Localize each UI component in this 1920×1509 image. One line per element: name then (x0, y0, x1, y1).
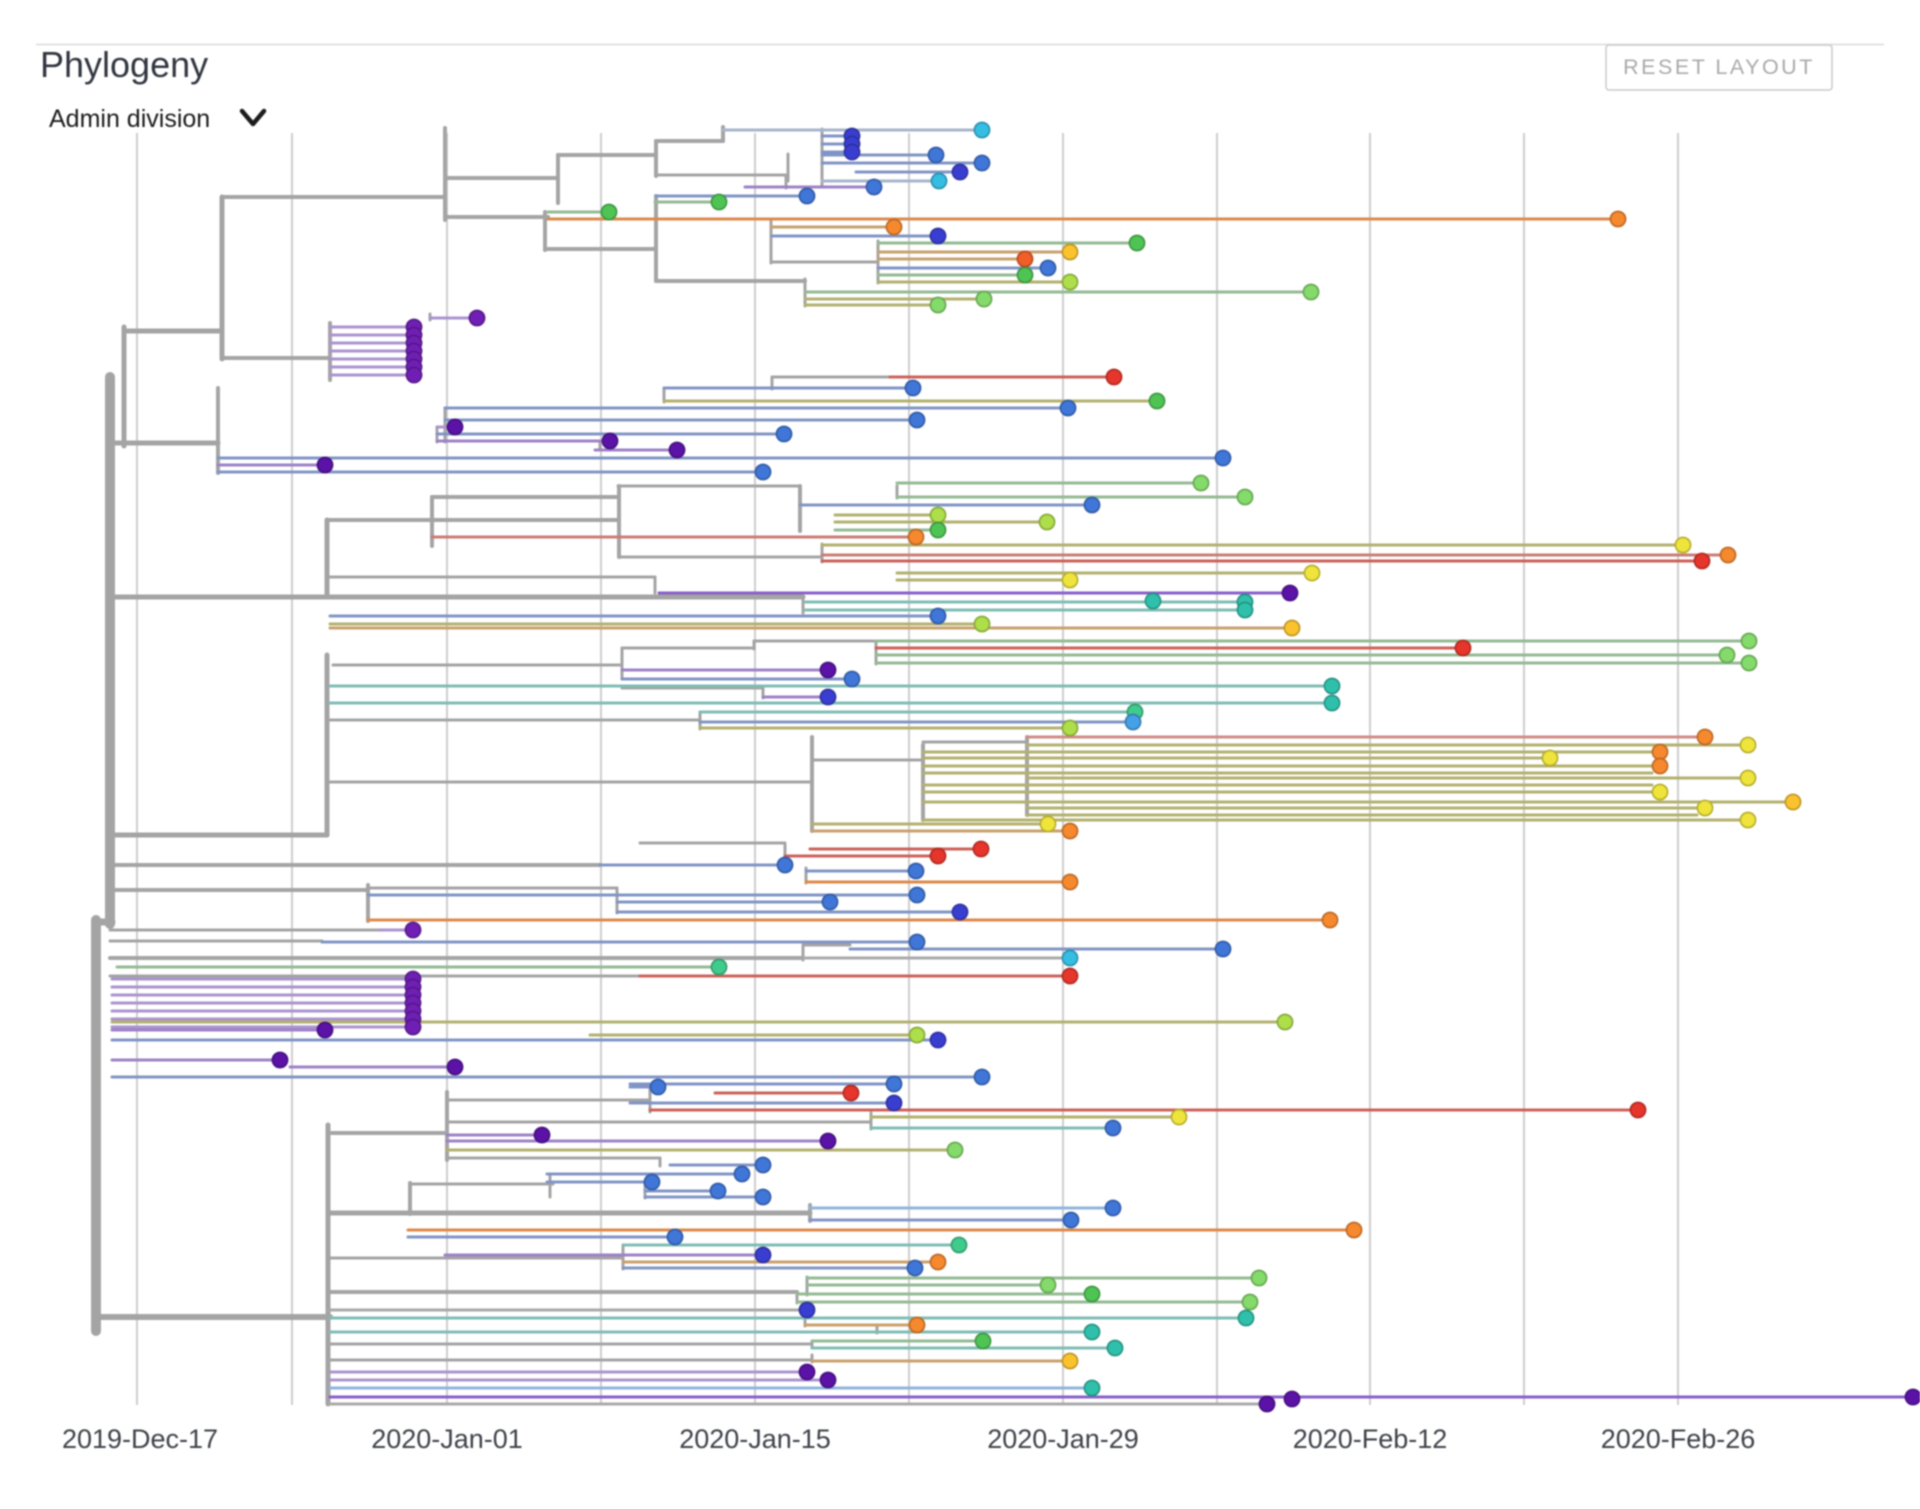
svg-text:Phylogeny: Phylogeny (40, 44, 208, 85)
svg-text:2020-Jan-15: 2020-Jan-15 (679, 1424, 831, 1454)
svg-text:2020-Feb-12: 2020-Feb-12 (1293, 1424, 1448, 1454)
svg-text:2020-Jan-01: 2020-Jan-01 (371, 1424, 523, 1454)
svg-text:2019-Dec-17: 2019-Dec-17 (62, 1424, 218, 1454)
svg-text:2020-Feb-26: 2020-Feb-26 (1601, 1424, 1756, 1454)
svg-text:Admin division: Admin division (49, 105, 210, 133)
svg-text:2020-Jan-29: 2020-Jan-29 (987, 1424, 1139, 1454)
svg-text:RESET LAYOUT: RESET LAYOUT (1623, 55, 1815, 79)
